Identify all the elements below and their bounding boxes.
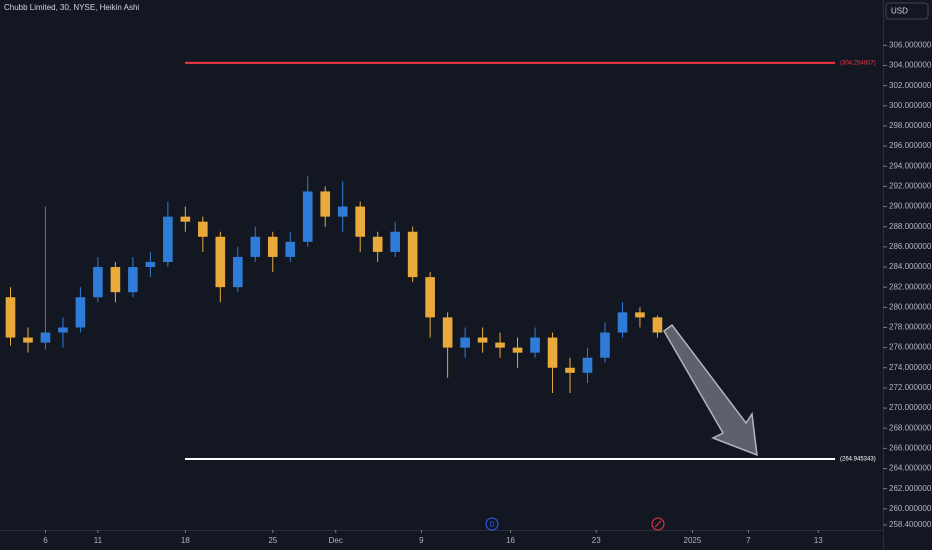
plot [5, 176, 663, 393]
x-tick-label: 23 [592, 536, 601, 545]
candle-body [180, 216, 191, 222]
y-tick-label: 276.000000 [889, 343, 932, 352]
candle-body [198, 221, 208, 237]
x-tick-label: 9 [419, 536, 424, 545]
candle-body [547, 337, 558, 368]
y-tick-label: 292.000000 [889, 182, 932, 191]
candle-body [110, 267, 121, 293]
candle-body [5, 297, 16, 338]
candle-body [635, 312, 645, 318]
y-tick-label: 286.000000 [889, 242, 932, 251]
candle-body [477, 337, 488, 343]
candle-body [93, 267, 103, 298]
event-label[interactable]: D [489, 521, 494, 528]
y-tick-label: 296.000000 [889, 141, 932, 150]
level-label: (304.254807) [840, 61, 876, 67]
candle-body [145, 261, 156, 268]
candle-body [355, 206, 366, 237]
y-tick-label: 266.000000 [889, 443, 932, 452]
chart-title: Chubb Limited, 30, NYSE, Heikin Ashi [4, 3, 139, 12]
candle-body [75, 297, 86, 328]
y-tick-label: 262.000000 [889, 484, 932, 493]
candle-body [565, 367, 575, 373]
candle-body [23, 337, 33, 343]
candle-body [495, 342, 505, 348]
y-tick-label: 270.000000 [889, 403, 932, 412]
event-icon[interactable] [651, 517, 665, 531]
level-label: (264.945343) [840, 457, 876, 463]
y-tick-label: 304.000000 [889, 61, 932, 70]
currency[interactable]: USD [891, 7, 908, 16]
y-tick-label: 282.000000 [889, 282, 932, 291]
candle-body [320, 191, 331, 217]
currency-box[interactable] [885, 2, 929, 20]
candle-body [407, 231, 418, 278]
x-tick-label: 11 [94, 536, 103, 545]
y-tick-label: 278.000000 [889, 323, 932, 332]
candle-body [460, 337, 470, 348]
candle-body [582, 357, 593, 373]
y-tick-label: 260.000000 [889, 504, 932, 513]
y-tick-label: 302.000000 [889, 81, 932, 90]
event-marker[interactable] [485, 517, 499, 531]
x-tick-label: 25 [268, 536, 277, 545]
candle-body [215, 236, 226, 288]
x-tick-label: 18 [181, 536, 190, 545]
y-tick-label: 264.000000 [889, 464, 932, 473]
x-tick-label: 7 [746, 536, 751, 545]
y-tick-label: 280.000000 [889, 302, 932, 311]
y-tick-label: 288.000000 [889, 222, 932, 231]
candle-body [128, 267, 138, 293]
y-tick-label: 272.000000 [889, 383, 932, 392]
candle-body [58, 327, 68, 333]
candle-body [232, 256, 243, 288]
candle-body [617, 312, 628, 333]
y-tick-label: 306.000000 [889, 40, 932, 49]
y-tick-label: 290.000000 [889, 202, 932, 211]
candle-body [40, 332, 51, 343]
x-tick-label: 6 [43, 536, 48, 545]
candle-body [425, 277, 435, 318]
y-tick-label: 268.000000 [889, 423, 932, 432]
y-tick-label: 284.000000 [889, 262, 932, 271]
candle-body [267, 236, 278, 257]
y-tick-label: 298.000000 [889, 121, 932, 130]
y-tick-label: 258.400000 [889, 520, 932, 529]
y-tick-label: 294.000000 [889, 161, 932, 170]
candle-body [250, 236, 261, 257]
candle-body [337, 206, 348, 217]
x-tick-label: 16 [506, 536, 515, 545]
candle-body [372, 236, 383, 252]
forecast-arrow [663, 323, 758, 457]
x-tick-label: Dec [329, 536, 343, 545]
x-tick-label: 13 [814, 536, 823, 545]
candle-body [530, 337, 540, 353]
candle-body [652, 317, 663, 333]
candle-body [285, 241, 296, 257]
candle-body [442, 317, 453, 348]
y-tick-label: 300.000000 [889, 101, 932, 110]
candle-body [302, 191, 313, 242]
y-tick-label: 274.000000 [889, 363, 932, 372]
x-tick-label: 2025 [684, 536, 702, 545]
event-icon-stroke [654, 520, 662, 528]
candle-body [163, 216, 173, 262]
candle-body [390, 231, 400, 252]
candle-body [600, 332, 610, 358]
candle-body [512, 347, 523, 353]
